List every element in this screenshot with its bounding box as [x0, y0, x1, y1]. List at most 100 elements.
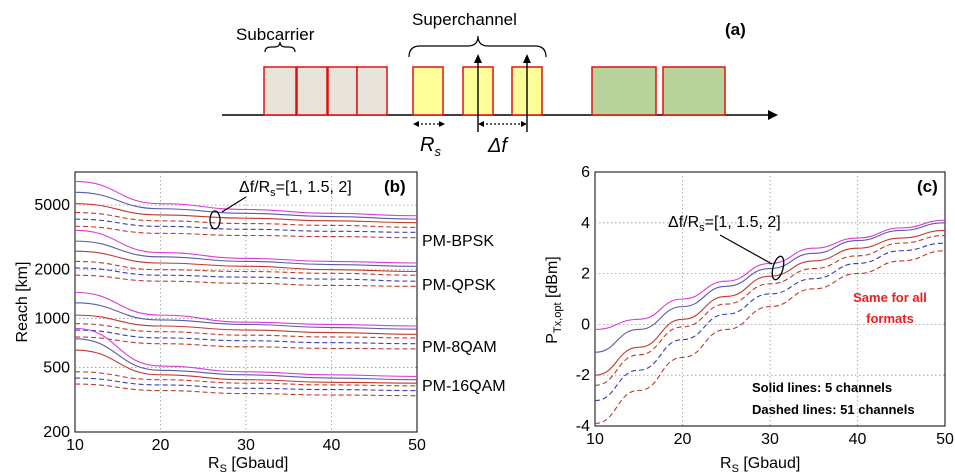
df-arrow-head — [521, 121, 527, 127]
series-line — [594, 242, 946, 402]
subcarrier-block — [296, 66, 328, 116]
panel-b-annotation-pointer — [221, 196, 247, 213]
y-tick-label: 0 — [581, 316, 590, 333]
rs-arrow-head — [439, 121, 445, 127]
legend-solid: Solid lines: 5 channels — [752, 380, 892, 395]
rs-arrow-head — [413, 121, 419, 127]
superchannel-label: Superchannel — [412, 10, 517, 29]
panel-c-annotation-rest: =[1, 1.5, 2] — [705, 214, 781, 231]
panel-c-xlabel: RS [Gbaud] — [720, 455, 800, 474]
series-line — [594, 222, 946, 353]
rs-label-main: R — [420, 134, 434, 156]
panel-c-bracket-ellipse — [771, 255, 785, 281]
series-line — [74, 240, 418, 267]
subcarrier-block — [263, 66, 297, 116]
series-line — [74, 260, 418, 276]
y-tick-label: 4 — [581, 215, 590, 232]
panel-c-series — [594, 219, 946, 425]
x-tick-label: 10 — [66, 437, 84, 454]
subcarrier-block — [327, 66, 358, 116]
panel-c-annotation-sub: s — [699, 222, 705, 234]
format-label-bpsk: PM-BPSK — [422, 233, 494, 250]
panel-b-tag: (b) — [384, 177, 406, 196]
panel-a-tag: (a) — [725, 20, 746, 39]
y-tick-label: 5000 — [34, 197, 70, 214]
panel-b-annotation: Δf/Rs=[1, 1.5, 2] — [239, 179, 352, 199]
format-label-8qam: PM-8QAM — [422, 339, 497, 356]
panel-b-xlabel: RS [Gbaud] — [208, 455, 288, 474]
center-arrow-head — [523, 54, 531, 63]
series-line — [74, 203, 418, 224]
x-tick-label: 50 — [936, 431, 954, 448]
panel-b: 10 20 30 40 50 200 500 1000 2000 5000 (b) Δf/Rs=[… — [14, 171, 506, 474]
series-line — [74, 349, 418, 384]
center-arrow-head — [474, 54, 482, 63]
series-line — [74, 371, 418, 387]
series-line — [74, 383, 418, 397]
same-for-all-note: Same for all — [853, 290, 927, 305]
subcarrier-brace — [264, 41, 296, 53]
df-arrow-head — [478, 121, 484, 127]
y-tick-label: -2 — [576, 367, 590, 384]
rs-label-sub: s — [434, 144, 441, 159]
series-line — [74, 336, 418, 350]
superchannel-subcarrier — [412, 66, 444, 116]
same-for-all-note-line2: formats — [866, 311, 914, 326]
panel-b-annotation-main: Δf/R — [239, 179, 270, 196]
x-tick-label: 30 — [761, 431, 779, 448]
subcarrier-label: Subcarrier — [236, 25, 315, 44]
series-line — [74, 338, 418, 381]
y-tick-label: 6 — [581, 164, 590, 181]
x-tick-label: 10 — [586, 431, 604, 448]
y-tick-label: 2000 — [34, 262, 70, 279]
x-tick-label: 20 — [152, 437, 170, 454]
series-line — [594, 229, 946, 376]
df-label: Δf — [487, 135, 509, 157]
panel-c-tag: (c) — [917, 177, 938, 196]
panel-c-ticks: 10 20 30 40 50 -4 -2 0 2 4 6 — [576, 164, 954, 448]
format-label-qpsk: PM-QPSK — [422, 277, 496, 294]
superchannel-brace — [408, 35, 547, 58]
series-line — [74, 377, 418, 392]
y-tick-label: 1000 — [34, 311, 70, 328]
x-tick-label: 40 — [323, 437, 341, 454]
series-line — [74, 250, 418, 273]
y-tick-label: 500 — [43, 359, 70, 376]
series-line — [74, 191, 418, 220]
series-line — [74, 229, 418, 264]
spectrum-axis-arrowhead — [768, 110, 778, 120]
series-line — [74, 212, 418, 228]
series-line — [74, 327, 418, 377]
y-tick-label: 2 — [581, 266, 590, 283]
panel-a: Subcarrier Superchannel (a) Rs Δf — [222, 10, 778, 159]
y-tick-label: 200 — [43, 424, 70, 441]
panel-b-annotation-sub: s — [270, 187, 276, 199]
series-line — [74, 267, 418, 282]
channel-block — [662, 66, 726, 116]
panel-b-ylabel: Reach [km] — [14, 262, 31, 343]
y-tick-label: -4 — [576, 418, 590, 435]
x-tick-label: 30 — [237, 437, 255, 454]
panel-c: 10 20 30 40 50 -4 -2 0 2 4 6 (c) Δf/Rs=[1, 1.5, 2]… — [544, 164, 954, 474]
series-line — [74, 274, 418, 287]
x-tick-label: 20 — [674, 431, 692, 448]
panel-c-annotation-pointer — [719, 234, 773, 265]
series-line — [74, 302, 418, 330]
rs-label: Rs — [420, 134, 441, 159]
series-line — [74, 180, 418, 217]
x-tick-label: 50 — [408, 437, 426, 454]
series-line — [74, 323, 418, 339]
format-label-16qam: PM-16QAM — [422, 378, 506, 395]
panel-b-series — [74, 180, 418, 397]
panel-c-annotation-main: Δf/R — [668, 214, 699, 231]
series-line — [74, 329, 418, 345]
panel-c-ylabel: PTx,opt [dBm] — [544, 256, 564, 343]
panel-c-annotation: Δf/Rs=[1, 1.5, 2] — [668, 214, 781, 234]
channel-block — [591, 66, 657, 116]
series-line — [74, 218, 418, 233]
series-line — [74, 314, 418, 335]
series-line — [594, 234, 946, 386]
series-line — [74, 291, 418, 327]
legend-dashed: Dashed lines: 51 channels — [752, 402, 915, 417]
